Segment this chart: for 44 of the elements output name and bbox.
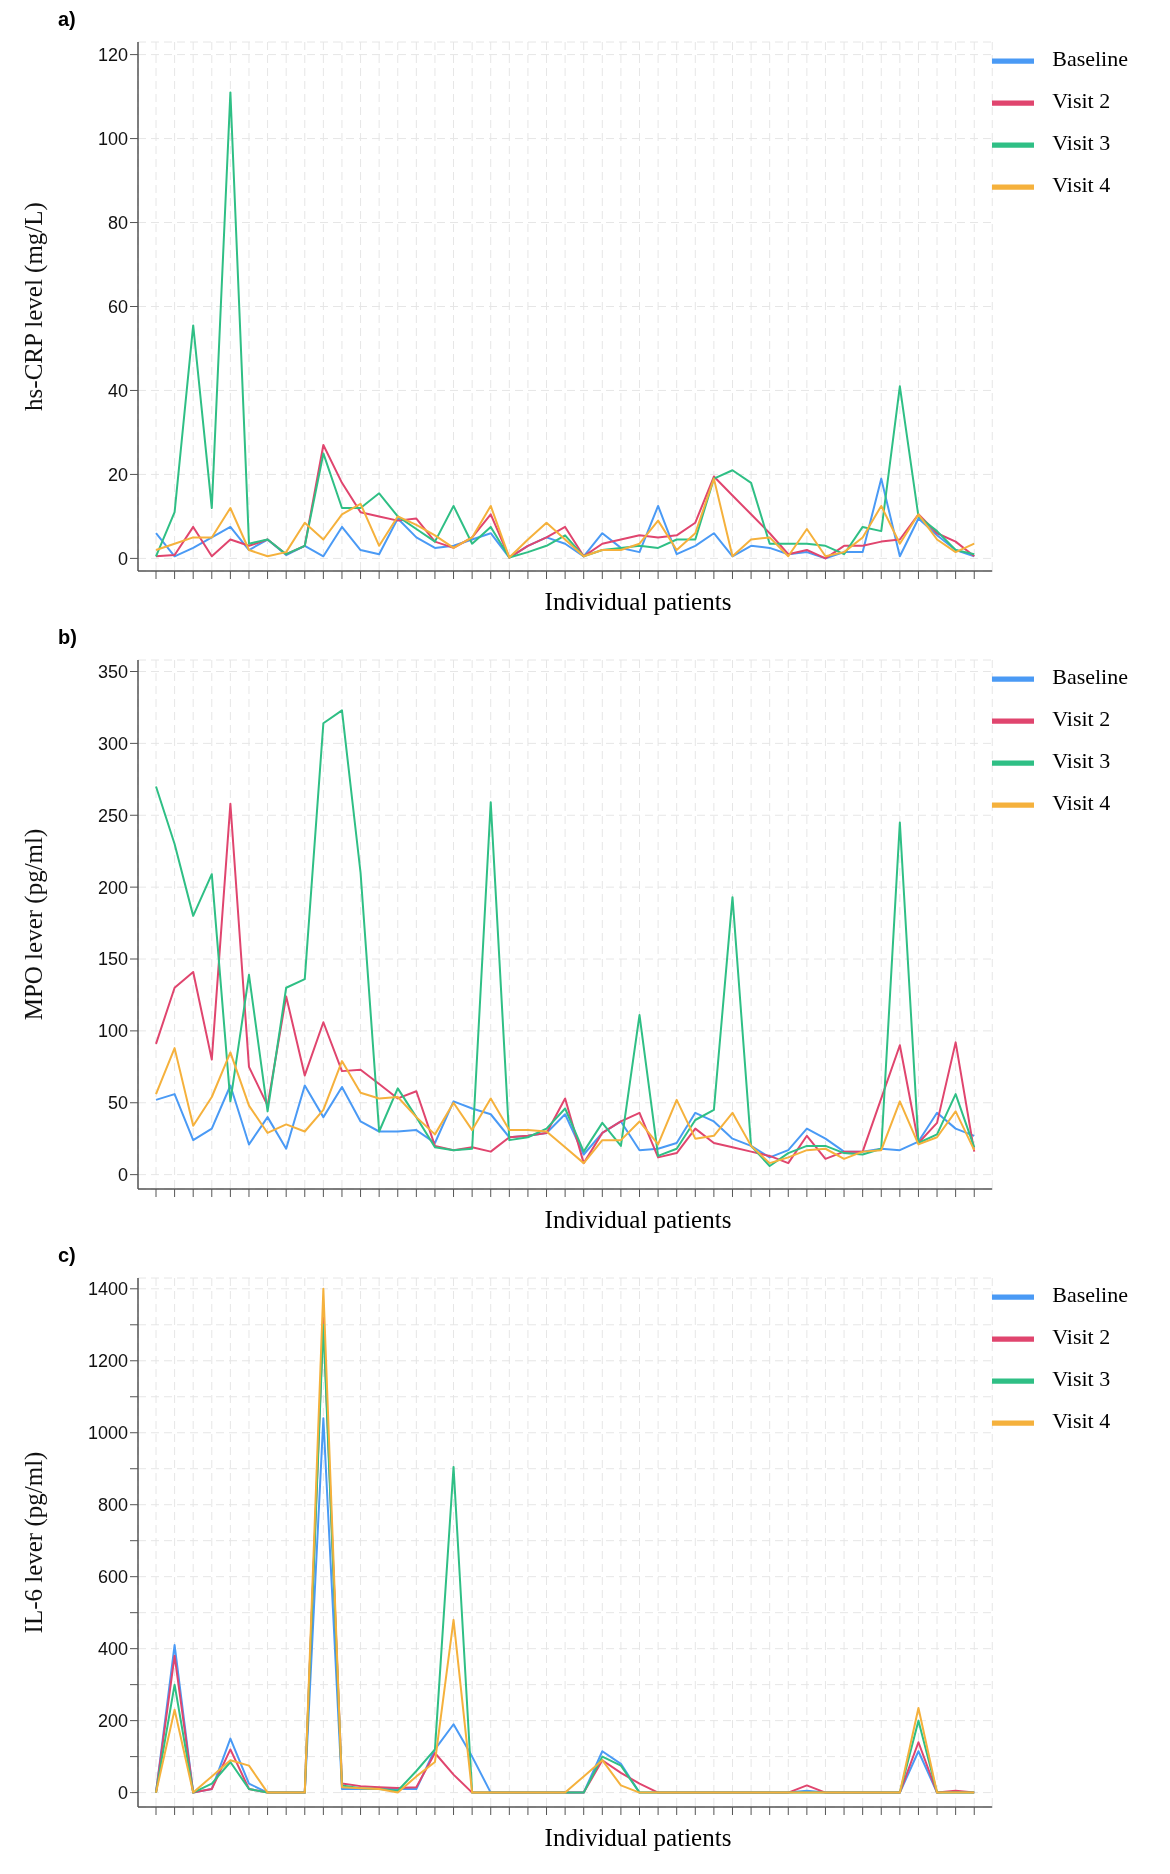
y-tick-label: 1400	[87, 1279, 128, 1300]
y-tick-label: 100	[97, 128, 128, 149]
legend-label: Visit 4	[1052, 790, 1111, 816]
legend-label: Visit 4	[1052, 172, 1111, 198]
y-tick-label: 1000	[87, 1423, 128, 1444]
y-axis-title: hs-CRP level (mg/L)	[19, 202, 48, 411]
legend-label: Visit 3	[1052, 748, 1111, 774]
legend-label: Visit 2	[1052, 1324, 1111, 1350]
legend-label: Baseline	[1052, 1282, 1128, 1308]
y-tick-label: 200	[97, 877, 128, 898]
x-axis-title: Individual patients	[543, 588, 733, 616]
chart-title: a)	[58, 8, 76, 31]
y-tick-label: 350	[97, 661, 128, 682]
legend-label: Visit 3	[1052, 130, 1111, 156]
y-tick-label: 50	[107, 1093, 128, 1114]
y-tick-label: 300	[97, 733, 128, 754]
y-tick-label: 60	[107, 296, 128, 317]
y-tick-label: 400	[97, 1639, 128, 1660]
y-axis-title: IL-6 lever (pg/ml)	[19, 1451, 48, 1634]
legend-label: Visit 4	[1052, 1408, 1111, 1434]
y-tick-label: 80	[107, 212, 128, 233]
y-tick-label: 40	[107, 380, 128, 401]
y-tick-label: 0	[117, 1165, 128, 1186]
legend-label: Baseline	[1052, 46, 1128, 72]
legend-label: Baseline	[1052, 664, 1128, 690]
legend-label: Visit 2	[1052, 88, 1111, 114]
y-axis-title: MPO lever (pg/ml)	[19, 828, 48, 1021]
chart-title: b)	[58, 626, 77, 649]
y-tick-label: 0	[117, 548, 128, 569]
y-tick-label: 250	[97, 805, 128, 826]
x-axis-title: Individual patients	[543, 1824, 733, 1852]
y-tick-label: 0	[117, 1783, 128, 1803]
y-tick-label: 200	[97, 1711, 128, 1732]
y-tick-label: 150	[97, 949, 128, 970]
legend-label: Visit 2	[1052, 706, 1111, 732]
y-tick-label: 100	[97, 1021, 128, 1042]
x-axis-title: Individual patients	[543, 1206, 733, 1234]
chart-title: c)	[58, 1244, 76, 1267]
y-tick-label: 20	[107, 464, 128, 485]
legend-label: Visit 3	[1052, 1366, 1111, 1392]
y-tick-label: 1200	[87, 1351, 128, 1372]
y-tick-label: 600	[97, 1567, 128, 1588]
y-tick-label: 800	[97, 1495, 128, 1516]
y-tick-label: 120	[97, 44, 128, 65]
